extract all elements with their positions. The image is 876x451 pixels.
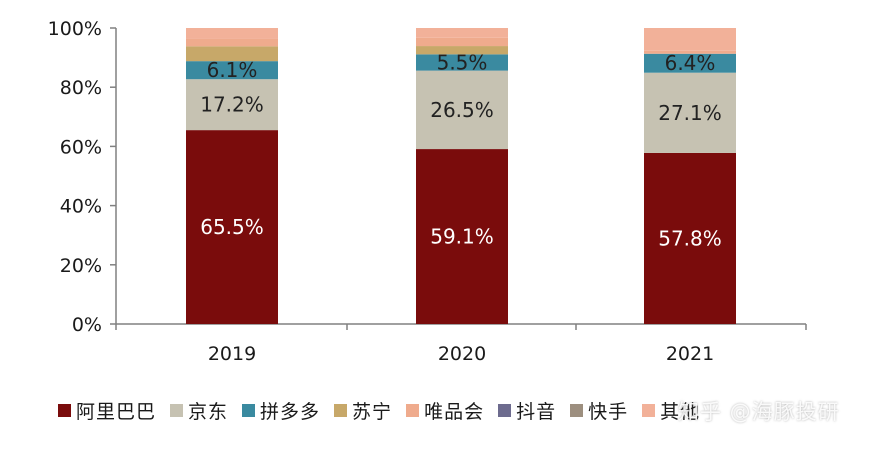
legend-swatch (570, 403, 584, 417)
legend-swatch (58, 403, 71, 417)
bar-segment (644, 28, 736, 51)
bar-segment (416, 37, 508, 47)
data-label: 27.1% (658, 101, 722, 125)
x-tick-label: 2021 (666, 343, 714, 365)
data-label: 17.2% (200, 93, 264, 117)
legend-swatch (334, 403, 348, 417)
legend-item: 唯品会 (406, 397, 484, 424)
legend-swatch (242, 403, 256, 417)
x-tick-label: 2020 (438, 343, 486, 365)
y-tick-label: 80% (60, 77, 102, 99)
legend-label: 唯品会 (424, 400, 485, 423)
legend: 阿里巴巴 京东 拼多多 苏宁 唯品会 抖音 快手 其他 (58, 395, 700, 425)
bar-segment (644, 53, 736, 73)
data-label: 5.5% (437, 50, 488, 74)
bar-segment (186, 79, 278, 131)
stacked-bar-chart: 0% 20% 40% 60% 80% 100% 2019 2020 2021 65.5% 17.2%… (48, 18, 807, 365)
bar-segment (186, 38, 278, 47)
legend-label: 快手 (588, 400, 629, 423)
legend-label: 阿里巴巴 (76, 400, 157, 423)
legend-item: 京东 (170, 397, 228, 424)
data-label: 65.5% (200, 215, 264, 239)
legend-item: 拼多多 (242, 397, 320, 424)
y-tick-label: 0% (72, 314, 102, 336)
legend-swatch (170, 403, 184, 417)
bar-segment (186, 61, 278, 80)
bar-segment (416, 70, 508, 150)
bar-segment (186, 46, 278, 62)
bar-segment (416, 28, 508, 38)
legend-swatch (406, 403, 420, 417)
legend-label: 拼多多 (260, 400, 321, 423)
bar-segment (644, 50, 736, 54)
watermark: 知乎 @海豚投研 (678, 400, 840, 424)
y-tick-label: 60% (60, 136, 102, 158)
data-label: 57.8% (658, 226, 722, 250)
y-tick-label: 100% (48, 18, 102, 40)
legend-item: 阿里巴巴 (58, 397, 156, 424)
bar-segment (186, 130, 278, 324)
data-label: 6.4% (665, 51, 716, 75)
bar-segment (416, 46, 508, 55)
x-tick-label: 2019 (208, 343, 256, 365)
legend-label: 京东 (188, 400, 229, 423)
bar-segment (644, 152, 736, 324)
legend-item: 抖音 (498, 397, 556, 424)
legend-label: 其他 (660, 400, 701, 423)
bar-segment (416, 54, 508, 71)
bar-segment (644, 72, 736, 153)
bar-segment (186, 28, 278, 39)
legend-swatch (642, 403, 656, 417)
legend-swatch (498, 403, 512, 417)
legend-item: 苏宁 (334, 397, 392, 424)
data-label: 59.1% (430, 225, 494, 249)
legend-item: 其他 (642, 397, 700, 424)
bar-segment (416, 149, 508, 324)
y-tick-label: 20% (60, 255, 102, 277)
legend-item: 快手 (570, 397, 628, 424)
y-tick-label: 40% (60, 196, 102, 218)
data-label: 26.5% (430, 98, 494, 122)
legend-label: 苏宁 (352, 400, 393, 423)
data-label: 6.1% (207, 58, 258, 82)
legend-label: 抖音 (516, 400, 557, 423)
